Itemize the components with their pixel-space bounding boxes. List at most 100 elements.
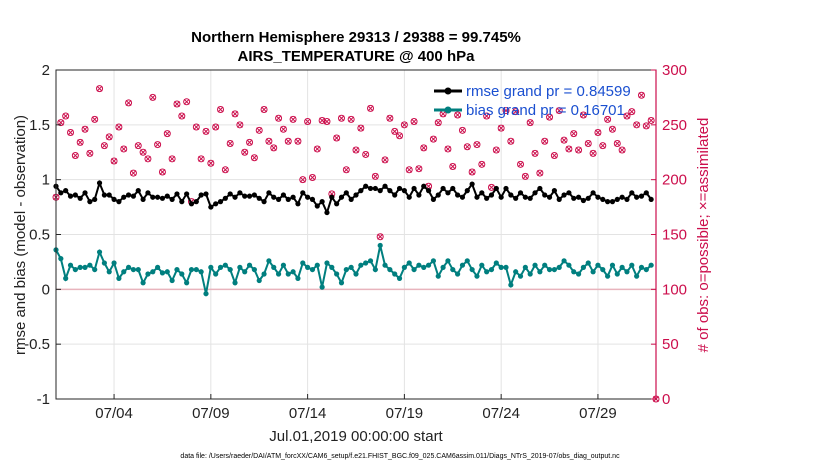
bias-point <box>464 258 470 264</box>
rmse-point <box>619 194 625 200</box>
bias-point <box>324 260 330 266</box>
bias-point <box>150 269 156 275</box>
rmse-point <box>629 190 635 196</box>
rmse-point <box>469 181 475 187</box>
obs-assimilated-x <box>415 165 422 172</box>
obs-marker <box>279 125 287 133</box>
bias-point <box>246 262 253 268</box>
rmse-point <box>435 192 441 198</box>
bias-point <box>271 264 277 270</box>
obs-possible-circle <box>318 116 326 124</box>
rmse-point <box>513 195 519 201</box>
obs-marker <box>512 108 520 116</box>
obs-possible-circle <box>371 172 379 180</box>
obs-marker <box>67 129 75 137</box>
obs-possible-circle <box>429 135 437 143</box>
rmse-point <box>203 191 209 197</box>
obs-assimilated-x <box>261 106 268 113</box>
rmse-point <box>116 199 122 205</box>
obs-assimilated-x <box>580 112 587 118</box>
rmse-point <box>614 196 620 203</box>
rmse-point <box>406 194 412 200</box>
bias-point <box>101 260 107 266</box>
obs-possible-circle <box>420 144 428 152</box>
rmse-point <box>295 201 301 207</box>
bias-point <box>498 264 504 270</box>
bias-point <box>314 262 320 268</box>
y-right-axis-ticks: 300 250 200 150 100 50 0 <box>651 62 687 408</box>
grid-lines <box>56 69 656 400</box>
obs-possible-circle <box>279 125 287 133</box>
obs-marker <box>284 137 292 145</box>
rmse-point <box>411 185 417 192</box>
obs-possible-circle <box>512 108 520 116</box>
obs-marker <box>594 129 602 137</box>
bias-point <box>193 266 199 273</box>
bias-point <box>561 258 567 264</box>
bias-point <box>261 271 267 277</box>
obs-marker <box>463 143 471 151</box>
obs-possible-circle <box>536 169 544 177</box>
obs-assimilated-x <box>149 94 156 101</box>
bias-point <box>372 266 378 273</box>
obs-marker <box>546 113 554 121</box>
obs-assimilated-x <box>449 163 456 170</box>
obs-marker <box>76 138 84 146</box>
obs-marker <box>483 112 491 120</box>
y-tick-label: 0 <box>42 281 50 298</box>
rmse-point <box>184 191 190 197</box>
obs-assimilated-x <box>353 147 359 154</box>
obs-marker <box>105 133 113 141</box>
bias-point <box>67 262 74 268</box>
rmse-point <box>174 191 180 197</box>
bias-point <box>624 269 630 275</box>
obs-marker <box>308 173 316 181</box>
obs-assimilated-x <box>285 138 292 145</box>
obs-possible-circle <box>550 152 558 160</box>
bias-point <box>566 262 572 268</box>
obs-marker <box>420 144 428 152</box>
obs-marker <box>565 145 573 153</box>
bias-point <box>527 271 533 277</box>
obs-possible-circle <box>468 168 476 176</box>
obs-assimilated-x <box>464 143 471 150</box>
bias-point <box>121 269 127 275</box>
obs-marker <box>139 148 147 156</box>
rmse-point <box>227 191 233 197</box>
obs-assimilated-x <box>290 116 297 123</box>
obs-assimilated-x <box>106 133 113 140</box>
obs-assimilated-x <box>478 161 485 168</box>
bias-series <box>53 242 654 297</box>
bias-point <box>77 264 83 270</box>
obs-possible-circle <box>565 145 573 153</box>
obs-possible-circle <box>221 166 229 174</box>
obs-possible-circle <box>313 145 321 153</box>
obs-possible-circle <box>410 118 418 126</box>
obs-possible-circle <box>473 141 481 149</box>
bias-point <box>217 264 224 270</box>
rmse-point <box>305 194 311 200</box>
obs-marker <box>313 145 321 153</box>
obs-assimilated-x <box>193 124 200 130</box>
legend-rmse-label: rmse grand pr = 0.84599 <box>466 83 631 100</box>
obs-assimilated-x <box>396 132 403 139</box>
obs-marker <box>642 122 650 130</box>
y-right-tick-label: 150 <box>662 227 687 244</box>
obs-possible-circle <box>226 139 234 147</box>
bias-point <box>92 266 98 273</box>
obs-assimilated-x <box>391 128 398 135</box>
obs-marker <box>178 112 186 120</box>
obs-assimilated-x <box>599 142 606 149</box>
obs-assimilated-x <box>140 149 147 156</box>
obs-assimilated-x <box>222 166 229 173</box>
rmse-point <box>638 193 645 199</box>
obs-assimilated-x <box>430 136 437 143</box>
rmse-point <box>314 203 320 209</box>
x-tick-label: 07/29 <box>579 405 617 422</box>
obs-assimilated-x <box>411 118 418 125</box>
bias-point <box>242 269 248 275</box>
bias-point <box>179 271 185 277</box>
obs-possible-circle <box>134 142 142 150</box>
obs-marker <box>115 123 123 131</box>
obs-marker <box>217 105 225 113</box>
